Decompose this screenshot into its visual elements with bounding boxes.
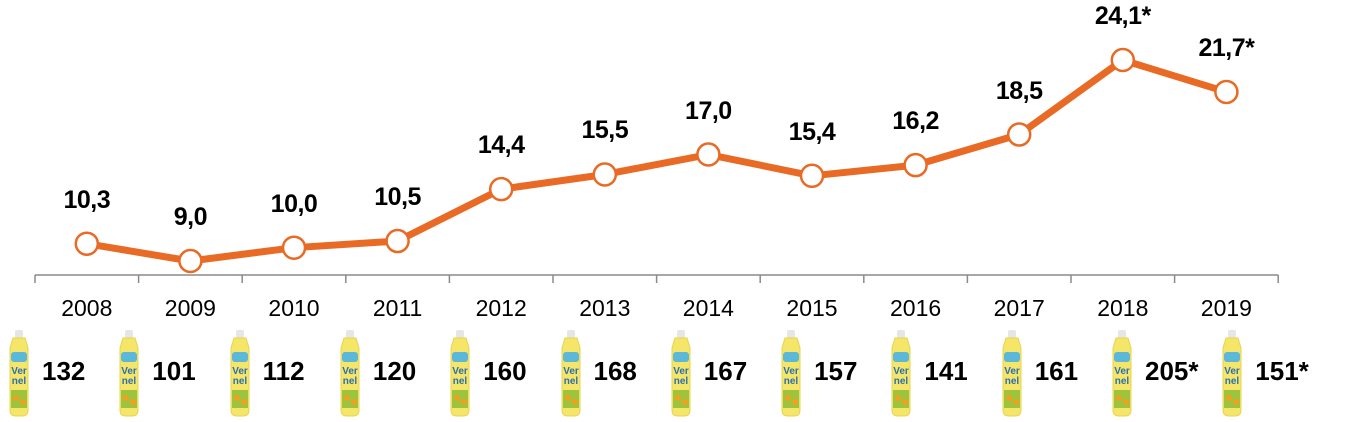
value-label: 10,0 — [270, 189, 318, 218]
data-point-marker — [592, 162, 618, 187]
bottle-count: 160 — [483, 356, 527, 386]
bottle-count: 101 — [152, 356, 196, 386]
svg-text:Ver: Ver — [1004, 366, 1020, 377]
year-label: 2015 — [786, 295, 838, 321]
data-point-marker — [696, 142, 721, 167]
data-point-marker — [1110, 47, 1136, 73]
svg-text:Ver: Ver — [11, 366, 27, 377]
year-label: 2014 — [682, 295, 734, 321]
svg-text:Ver: Ver — [342, 366, 358, 377]
bottle-count: 167 — [703, 356, 748, 386]
data-point-marker — [385, 228, 410, 254]
value-label: 15,4 — [788, 117, 836, 146]
year-label: 2016 — [890, 295, 942, 321]
data-markers — [74, 47, 1239, 274]
svg-text:Ver: Ver — [452, 366, 468, 377]
svg-text:nel: nel — [122, 376, 137, 387]
data-point-marker — [799, 163, 825, 189]
value-label: 24,1* — [1094, 1, 1151, 30]
value-label: 9,0 — [173, 203, 208, 231]
svg-text:Ver: Ver — [232, 366, 248, 377]
data-point-marker — [281, 235, 307, 260]
year-label: 2008 — [61, 295, 113, 321]
value-label: 15,5 — [581, 116, 629, 145]
value-label: 17,0 — [685, 96, 732, 125]
series-line — [86, 56, 1228, 265]
svg-text:Ver: Ver — [783, 366, 799, 377]
year-label: 2009 — [164, 295, 216, 321]
svg-text:nel: nel — [1225, 376, 1240, 387]
svg-text:nel: nel — [1115, 376, 1130, 387]
value-label: 16,2 — [892, 107, 939, 136]
bottle-count: 157 — [814, 356, 858, 386]
year-label: 2017 — [993, 295, 1045, 321]
svg-text:nel: nel — [563, 376, 578, 387]
data-point-marker — [1006, 122, 1032, 147]
bottle-count: 141 — [924, 356, 968, 386]
year-label: 2010 — [268, 295, 320, 321]
x-axis — [34, 274, 1279, 283]
data-point-marker — [74, 231, 100, 256]
bottle-count: 161 — [1034, 356, 1079, 386]
bottle-row: Ver nel 132 Ver nel 101 Ver nel 112 Ver nel 120 Ver n… — [0, 328, 1353, 420]
year-label: 2013 — [579, 295, 631, 321]
svg-text:nel: nel — [343, 376, 358, 387]
bottle-count: 132 — [42, 356, 86, 386]
svg-text:nel: nel — [1004, 376, 1019, 387]
svg-text:Ver: Ver — [563, 366, 579, 377]
value-label: 10,3 — [63, 185, 111, 214]
data-point-marker — [488, 176, 514, 202]
value-label: 21,7* — [1198, 33, 1255, 62]
svg-text:nel: nel — [232, 376, 247, 387]
svg-text:nel: nel — [894, 376, 909, 387]
year-label: 2011 — [372, 295, 423, 321]
bottle-count: 112 — [262, 356, 305, 386]
bottle-count: 205* — [1145, 356, 1199, 386]
year-label: 2018 — [1097, 295, 1149, 321]
value-label: 10,5 — [374, 183, 421, 212]
svg-text:Ver: Ver — [1225, 366, 1241, 377]
svg-text:nel: nel — [784, 376, 799, 387]
svg-text:nel: nel — [453, 376, 468, 387]
year-label: 2019 — [1200, 295, 1252, 321]
svg-text:Ver: Ver — [1114, 366, 1130, 377]
svg-text:Ver: Ver — [894, 366, 910, 377]
bottle-count: 151* — [1255, 356, 1309, 386]
data-point-marker — [903, 152, 928, 178]
svg-text:Ver: Ver — [673, 366, 689, 377]
bottle-count: 120 — [372, 356, 417, 386]
year-label: 2012 — [475, 295, 527, 321]
data-point-marker — [178, 248, 203, 274]
svg-text:nel: nel — [674, 376, 689, 387]
value-label: 14,4 — [477, 131, 525, 160]
svg-text:Ver: Ver — [122, 366, 138, 377]
bottle-count: 168 — [593, 356, 637, 386]
value-label: 18,5 — [995, 76, 1043, 105]
svg-text:nel: nel — [12, 376, 27, 387]
data-point-marker — [1214, 79, 1239, 105]
